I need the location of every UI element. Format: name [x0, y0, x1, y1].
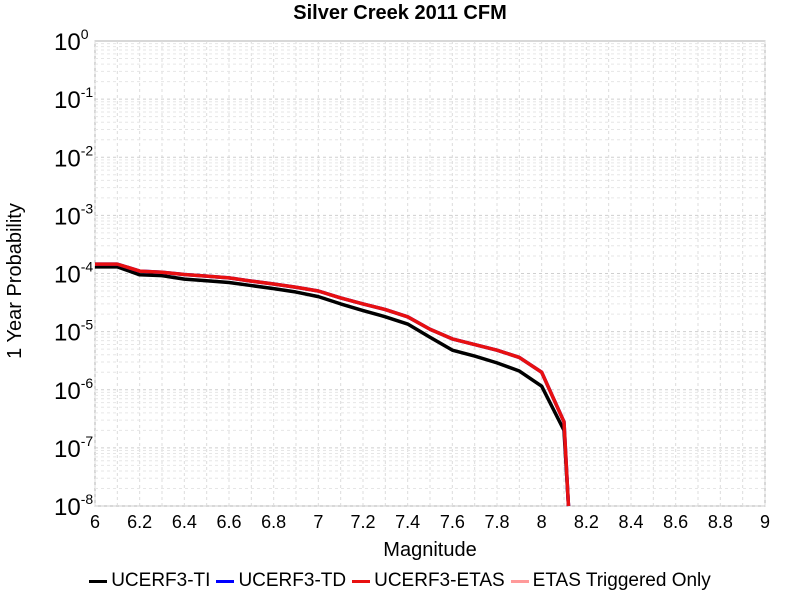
- legend-item: UCERF3-TD: [216, 570, 346, 592]
- y-tick-base: 10: [54, 203, 81, 230]
- y-tick-base: 10: [54, 87, 81, 114]
- y-tick-exponent: -3: [81, 200, 94, 216]
- y-tick-label: 10-3: [54, 200, 93, 230]
- legend-swatch: [216, 579, 235, 583]
- x-tick-label: 8: [537, 512, 547, 532]
- x-axis-label: Magnitude: [383, 539, 476, 561]
- series-line-ucerf3-etas: [95, 262, 571, 507]
- legend-item: UCERF3-ETAS: [352, 570, 505, 592]
- x-tick-label: 7.8: [484, 512, 509, 532]
- legend-swatch: [510, 579, 529, 583]
- y-tick-exponent: -2: [81, 142, 94, 158]
- y-tick-label: 10-5: [54, 317, 93, 347]
- legend-swatch: [89, 579, 108, 583]
- x-tick-label: 7.2: [350, 512, 375, 532]
- x-tick-label: 6: [90, 512, 100, 532]
- y-tick-base: 10: [54, 262, 81, 289]
- x-tick-label: 7.6: [440, 512, 465, 532]
- y-tick-base: 10: [54, 29, 81, 56]
- y-tick-base: 10: [54, 378, 81, 405]
- x-tick-label: 7.4: [395, 512, 420, 532]
- y-tick-exponent: -8: [81, 491, 94, 507]
- y-tick-exponent: -4: [81, 259, 94, 275]
- legend-item: ETAS Triggered Only: [510, 570, 711, 592]
- x-tick-label: 7: [313, 512, 323, 532]
- y-axis-label: 1 Year Probability: [4, 203, 26, 359]
- x-tick-label: 6.4: [172, 512, 197, 532]
- y-tick-base: 10: [54, 436, 81, 463]
- y-tick-label: 10-6: [54, 375, 93, 405]
- chart-title: Silver Creek 2011 CFM: [293, 2, 506, 24]
- y-tick-label: 10-7: [54, 433, 93, 463]
- y-tick-label: 10-2: [54, 142, 93, 172]
- y-tick-exponent: -1: [81, 84, 94, 100]
- y-tick-base: 10: [54, 320, 81, 347]
- legend-swatch: [352, 579, 371, 583]
- x-tick-label: 8.6: [663, 512, 688, 532]
- y-tick-base: 10: [54, 145, 81, 172]
- legend: UCERF3-TI UCERF3-TD UCERF3-ETAS ETAS Trigge…: [0, 568, 800, 594]
- plot-area: [94, 40, 766, 507]
- legend-label: UCERF3-TD: [238, 570, 347, 591]
- x-tick-label: 6.6: [216, 512, 241, 532]
- y-tick-base: 10: [54, 494, 81, 521]
- legend-label: UCERF3-TI: [111, 570, 211, 591]
- series-line-ucerf3-ti: [95, 265, 571, 507]
- y-tick-label: 10-8: [54, 491, 93, 521]
- legend-item: UCERF3-TI: [89, 570, 210, 592]
- legend-label: ETAS Triggered Only: [532, 570, 711, 591]
- y-tick-exponent: -7: [81, 433, 94, 449]
- x-tick-label: 8.8: [708, 512, 733, 532]
- y-tick-exponent: 0: [81, 26, 89, 42]
- x-tick-label: 9: [760, 512, 770, 532]
- legend-label: UCERF3-ETAS: [374, 570, 505, 591]
- y-tick-exponent: -6: [81, 375, 94, 391]
- x-tick-label: 8.2: [574, 512, 599, 532]
- x-tick-label: 6.8: [261, 512, 286, 532]
- x-tick-label: 6.2: [127, 512, 152, 532]
- y-tick-label: 100: [54, 26, 89, 56]
- y-tick-label: 10-1: [54, 84, 93, 114]
- y-tick-exponent: -5: [81, 317, 94, 333]
- y-tick-label: 10-4: [54, 259, 93, 289]
- x-tick-label: 8.4: [618, 512, 643, 532]
